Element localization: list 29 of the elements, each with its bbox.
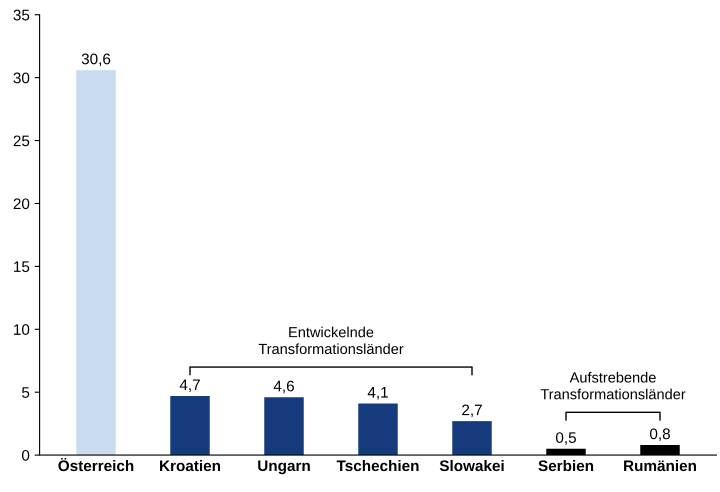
x-tick-label: Österreich [58, 458, 134, 472]
y-tick-label: 15 [14, 261, 30, 272]
y-tick-label: 25 [14, 135, 30, 146]
bar [452, 421, 492, 456]
data-label: 4,7 [180, 380, 200, 392]
x-tick-label: Tschechien [336, 460, 419, 472]
annotation: Aufstrebende Transformationsländer [540, 372, 686, 400]
data-label: 2,7 [462, 404, 482, 418]
bar [264, 397, 304, 456]
y-tick-label: 5 [22, 387, 30, 398]
y-tick-label: 30 [13, 72, 30, 84]
data-label: 30,6 [82, 54, 110, 66]
data-label: 0,5 [556, 432, 576, 445]
bar [358, 404, 398, 456]
y-tick-label: 35 [13, 10, 30, 20]
x-tick-label: Ungarn [258, 460, 310, 474]
y-tick-label: 20 [14, 198, 30, 210]
x-tick-label: Rumänien [624, 460, 696, 472]
y-tick-label: 10 [14, 324, 30, 335]
data-label: 4,1 [368, 387, 388, 400]
x-tick-label: Kroatien [160, 460, 220, 472]
data-label: 4,6 [274, 380, 294, 394]
bar [76, 70, 116, 456]
annotation: Entwickelnde Transformationsländer [258, 326, 404, 354]
data-label: 0,8 [650, 428, 670, 442]
x-tick-label: Serbien [538, 460, 594, 472]
y-tick-label: 0 [22, 450, 30, 461]
bar [170, 396, 210, 456]
x-tick-label: Slowakei [440, 460, 504, 472]
